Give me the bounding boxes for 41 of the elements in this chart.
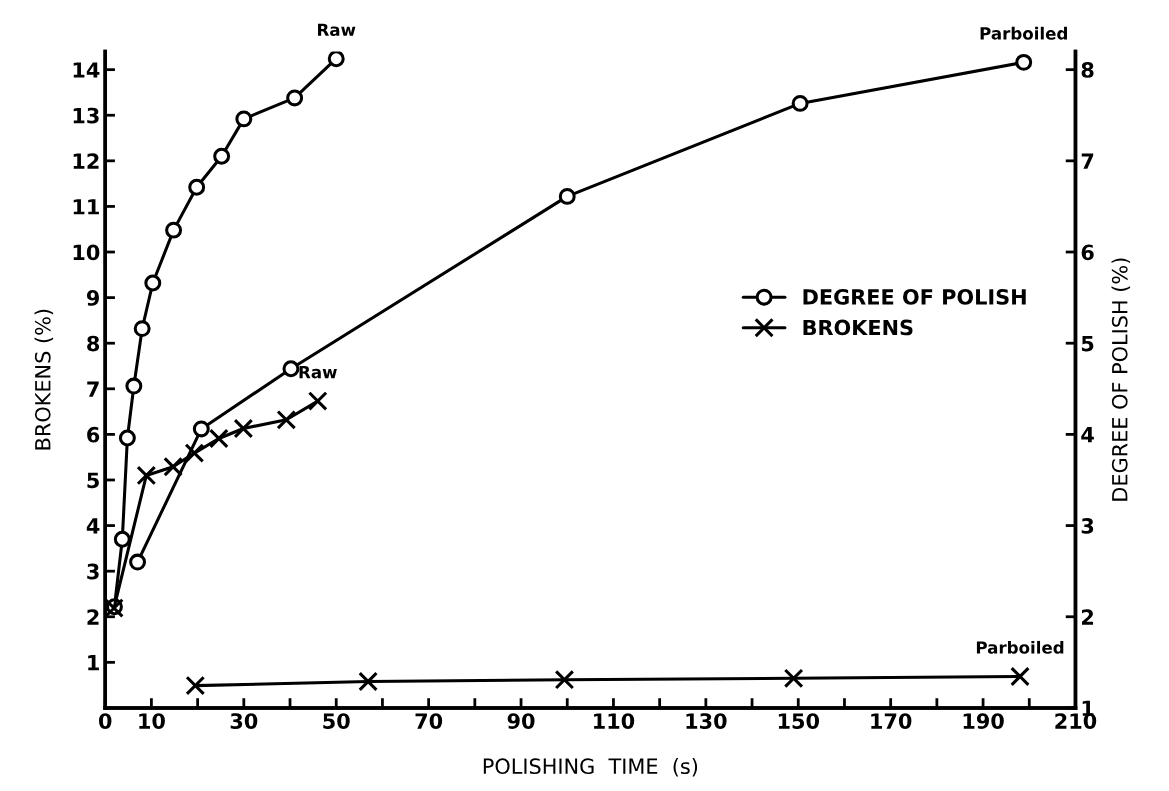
y2-tick-label: 7 — [1081, 153, 1094, 169]
y2-tick-label: 5 — [1081, 335, 1094, 352]
y2-tick-label: 4 — [1081, 427, 1094, 443]
annotation: Raw — [299, 366, 337, 379]
y-tick-label: 9 — [86, 290, 100, 306]
x-tick-label: 70 — [415, 713, 443, 729]
x-tick-label: 90 — [507, 713, 535, 729]
y2-tick-label: 3 — [1081, 518, 1094, 534]
x-tick-label: 30 — [230, 713, 258, 729]
y-axis-title: BROKENS (%) — [34, 309, 54, 450]
y2-tick-label: 8 — [1081, 62, 1094, 78]
annotation: Parboiled — [976, 640, 1064, 654]
annotation: Raw — [318, 23, 356, 37]
y2-tick-label: 2 — [1081, 609, 1094, 625]
legend-label: DEGREE OF POLISH — [803, 289, 1026, 305]
y-tick-label: 1 — [88, 655, 99, 671]
y-tick-label: 3 — [87, 563, 99, 580]
x-tick-label: 150 — [778, 713, 820, 729]
x-tick-label: 10 — [139, 713, 165, 729]
x-axis-title: POLISHING TIME (s) — [483, 757, 698, 777]
y-tick-label: 7 — [87, 381, 99, 397]
y-tick-label: 10 — [73, 244, 100, 261]
x-tick-label: 190 — [963, 713, 1004, 729]
y2-tick-label: 6 — [1081, 244, 1094, 261]
y-tick-label: 6 — [87, 426, 100, 443]
annotation: Parboiled — [980, 26, 1067, 40]
y-tick-label: 4 — [86, 518, 100, 534]
x-tick-label: 50 — [323, 713, 350, 729]
x-tick-label: 130 — [686, 713, 727, 729]
y-tick-label: 14 — [73, 62, 100, 78]
x-tick-label: 0 — [98, 713, 112, 729]
y-tick-label: 11 — [73, 199, 99, 215]
x-tick-label: 170 — [871, 713, 912, 729]
y2-axis-title: DEGREE OF POLISH (%) — [1111, 258, 1131, 501]
y-tick-label: 13 — [73, 107, 99, 124]
y-tick-label: 8 — [87, 335, 100, 352]
x-tick-label: 110 — [594, 713, 635, 729]
y-tick-label: 2 — [87, 609, 99, 625]
y-tick-label: 5 — [87, 472, 99, 489]
y-tick-label: 12 — [73, 153, 99, 169]
legend-label: BROKENS — [803, 319, 913, 336]
